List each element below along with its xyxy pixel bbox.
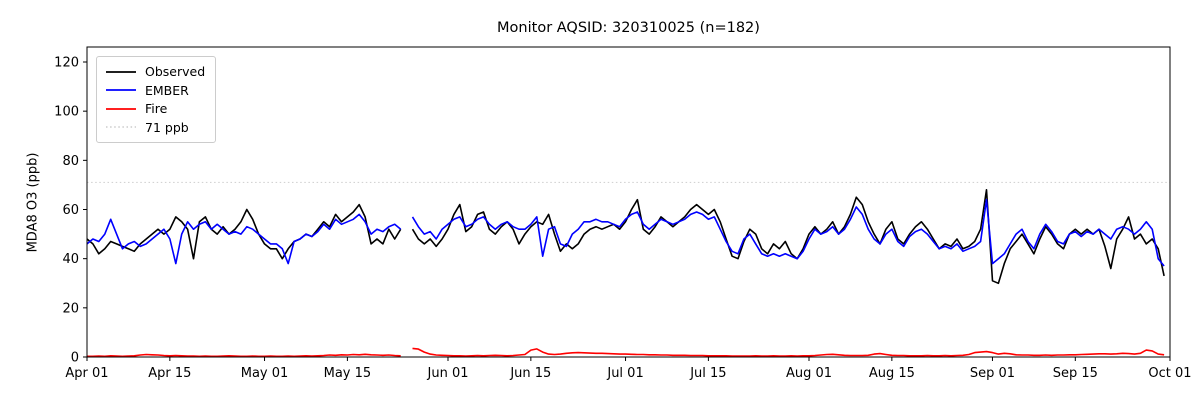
fire-line-swatch-icon (106, 107, 136, 110)
x-tick-label: Jul 01 (606, 366, 643, 381)
y-tick-label: 20 (62, 301, 79, 316)
legend-label: 71 ppb (145, 119, 189, 135)
x-tick-label: Sep 15 (1053, 366, 1098, 381)
y-axis-label: MDA8 O3 (ppb) (25, 152, 41, 253)
legend-label: Fire (145, 101, 168, 116)
chart-title: Monitor AQSID: 320310025 (n=182) (497, 20, 760, 36)
ember-line-swatch-icon (106, 89, 136, 91)
x-tick-label: Aug 15 (869, 366, 915, 381)
legend-item-ember: EMBER (106, 83, 205, 98)
x-tick-label: Jun 01 (427, 366, 469, 381)
x-tick-label: Oct 01 (1148, 366, 1191, 381)
x-tick-label: May 01 (241, 366, 289, 381)
y-tick-label: 80 (62, 154, 79, 169)
legend-label: Observed (145, 64, 206, 79)
observed-line (411, 189, 1165, 285)
ember-line (411, 198, 1165, 267)
x-tick-label: Apr 01 (65, 366, 108, 381)
x-tick-label: Apr 15 (148, 366, 191, 381)
plot-frame (86, 46, 1171, 358)
legend-item-fire: Fire (106, 101, 205, 116)
x-tick-label: Jul 15 (689, 366, 726, 381)
legend-item-71-ppb: 71 ppb (106, 120, 205, 135)
71-ppb-line-swatch-icon (106, 126, 136, 128)
x-tick-label: Aug 01 (786, 366, 832, 381)
y-tick-label: 120 (54, 56, 79, 71)
x-tick-label: May 15 (324, 366, 372, 381)
y-tick-label: 100 (54, 105, 79, 120)
ember-line (86, 213, 402, 265)
fire-line (412, 347, 1165, 357)
y-tick-label: 60 (62, 203, 79, 218)
x-tick-label: Sep 01 (970, 366, 1015, 381)
x-tick-label: Jun 15 (509, 366, 551, 381)
y-tick-label: 0 (71, 351, 79, 366)
observed-line-swatch-icon (106, 70, 136, 73)
y-tick-label: 40 (62, 252, 79, 267)
legend-box: Observed EMBER Fire 71 ppb (96, 56, 217, 143)
fire-line (87, 353, 401, 358)
legend-item-observed: Observed (106, 64, 205, 79)
legend-label: EMBER (145, 82, 189, 98)
